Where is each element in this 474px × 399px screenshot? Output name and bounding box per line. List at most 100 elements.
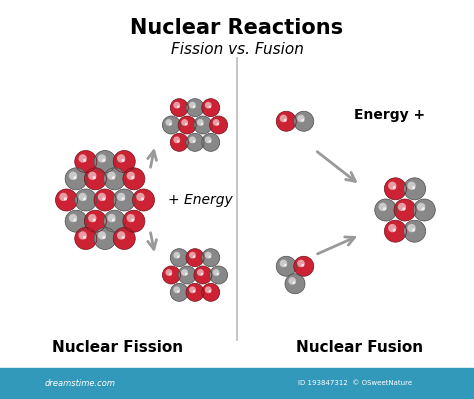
- Circle shape: [127, 214, 135, 222]
- Circle shape: [392, 186, 396, 190]
- Circle shape: [165, 269, 172, 276]
- Circle shape: [121, 159, 125, 162]
- Circle shape: [113, 227, 135, 249]
- Circle shape: [170, 283, 188, 301]
- Circle shape: [186, 99, 204, 117]
- Circle shape: [193, 140, 195, 143]
- Circle shape: [108, 214, 116, 222]
- Circle shape: [413, 199, 435, 221]
- Circle shape: [193, 290, 195, 293]
- Circle shape: [210, 266, 228, 284]
- Circle shape: [284, 119, 287, 122]
- Circle shape: [94, 189, 116, 211]
- Circle shape: [280, 115, 287, 122]
- Circle shape: [205, 286, 212, 293]
- Circle shape: [412, 228, 415, 232]
- Circle shape: [177, 140, 180, 143]
- Circle shape: [288, 277, 296, 285]
- Text: Nuclear Reactions: Nuclear Reactions: [130, 18, 344, 38]
- Circle shape: [170, 249, 188, 267]
- Circle shape: [301, 119, 304, 122]
- Circle shape: [197, 119, 204, 126]
- Circle shape: [123, 168, 145, 190]
- Circle shape: [301, 264, 304, 267]
- Circle shape: [201, 123, 203, 125]
- Circle shape: [113, 150, 135, 172]
- Circle shape: [178, 116, 196, 134]
- Circle shape: [181, 269, 188, 276]
- Circle shape: [189, 102, 196, 109]
- Circle shape: [73, 218, 77, 222]
- Circle shape: [185, 273, 188, 275]
- Circle shape: [194, 116, 212, 134]
- Circle shape: [177, 290, 180, 293]
- Circle shape: [421, 207, 425, 211]
- Circle shape: [209, 255, 211, 258]
- Circle shape: [412, 186, 415, 190]
- Circle shape: [379, 203, 387, 211]
- Circle shape: [194, 266, 212, 284]
- Circle shape: [383, 207, 386, 211]
- Circle shape: [102, 197, 106, 201]
- Circle shape: [186, 249, 204, 267]
- Circle shape: [65, 168, 87, 190]
- Circle shape: [169, 273, 172, 275]
- Circle shape: [294, 111, 314, 131]
- Circle shape: [202, 99, 220, 117]
- Circle shape: [94, 150, 116, 172]
- Circle shape: [398, 203, 406, 211]
- Circle shape: [113, 189, 135, 211]
- Circle shape: [165, 119, 172, 126]
- Circle shape: [75, 227, 97, 249]
- Text: + Energy: + Energy: [168, 193, 232, 207]
- Circle shape: [131, 176, 135, 180]
- Text: Energy +: Energy +: [355, 108, 426, 122]
- Text: dreamstime.com: dreamstime.com: [45, 379, 116, 387]
- Circle shape: [173, 286, 180, 293]
- Circle shape: [108, 172, 116, 180]
- Circle shape: [104, 210, 126, 232]
- Circle shape: [205, 102, 212, 109]
- Circle shape: [280, 260, 287, 267]
- Circle shape: [201, 273, 203, 275]
- Circle shape: [79, 193, 87, 201]
- Circle shape: [131, 218, 135, 222]
- Circle shape: [102, 159, 106, 162]
- Circle shape: [112, 176, 115, 180]
- Circle shape: [276, 256, 296, 276]
- Circle shape: [133, 189, 155, 211]
- Circle shape: [112, 218, 115, 222]
- Circle shape: [417, 203, 425, 211]
- Circle shape: [102, 236, 106, 239]
- Circle shape: [59, 193, 68, 201]
- Circle shape: [117, 193, 125, 201]
- Circle shape: [170, 99, 188, 117]
- Circle shape: [170, 133, 188, 151]
- Circle shape: [384, 178, 406, 200]
- Circle shape: [186, 283, 204, 301]
- Circle shape: [407, 182, 416, 190]
- Circle shape: [197, 269, 204, 276]
- Circle shape: [127, 172, 135, 180]
- Circle shape: [384, 220, 406, 242]
- Circle shape: [402, 207, 406, 211]
- Circle shape: [123, 210, 145, 232]
- Circle shape: [213, 269, 219, 276]
- Circle shape: [73, 176, 77, 180]
- Bar: [0, 368, 474, 399]
- Circle shape: [98, 193, 106, 201]
- Circle shape: [407, 224, 416, 232]
- Circle shape: [186, 133, 204, 151]
- Circle shape: [392, 228, 396, 232]
- Text: ID 193847312  © OSweetNature: ID 193847312 © OSweetNature: [298, 380, 412, 386]
- Circle shape: [202, 249, 220, 267]
- Circle shape: [64, 197, 67, 201]
- Circle shape: [169, 123, 172, 125]
- Circle shape: [83, 159, 86, 162]
- Circle shape: [117, 154, 125, 163]
- Circle shape: [404, 178, 426, 200]
- Circle shape: [388, 182, 396, 190]
- Circle shape: [88, 172, 97, 180]
- Circle shape: [205, 252, 212, 259]
- Circle shape: [285, 274, 305, 294]
